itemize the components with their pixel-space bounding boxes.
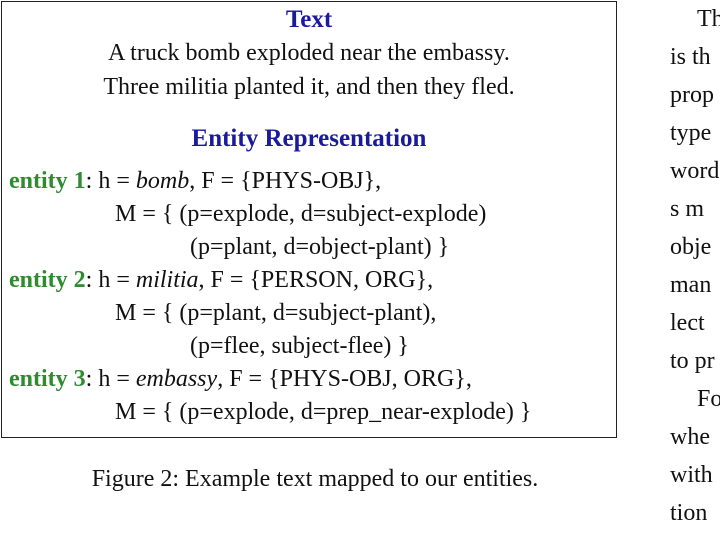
right-column-line: Fo [697,386,720,412]
entity-1-mentions-2: (p=plant, d=object-plant) } [190,234,450,260]
entity-1-label: entity 1 [9,168,86,194]
entity-1-features: , F = {PHYS-OBJ}, [189,168,382,194]
entity-2-mentions-1: M = { (p=plant, d=subject-plant), [115,300,437,326]
right-column-line: lect [670,310,705,336]
right-column-line: to pr [670,348,715,374]
entity-1-mentions-1: M = { (p=explode, d=subject-explode) [115,201,487,227]
right-column-line: tion [670,500,708,526]
text-line-1: A truck bomb exploded near the embassy. [108,40,510,66]
text-heading: Text [285,6,333,33]
entity-heading: Entity Representation [191,125,427,152]
figure-caption: Figure 2: Example text mapped to our ent… [91,466,539,492]
right-column-line: with [670,462,713,488]
figure-box: Text A truck bomb exploded near the emba… [1,1,617,438]
entity-3-label: entity 3 [9,366,86,392]
right-column-line: s m [670,196,705,222]
right-column-line: prop [670,82,714,108]
entity-3-mentions-1: M = { (p=explode, d=prep_near-explode) } [115,399,532,425]
entity-3-features: , F = {PHYS-OBJ, ORG}, [217,366,472,392]
entity-1-h-prefix: : h = [85,168,136,194]
entity-1-line: entity 1: h = bomb, F = {PHYS-OBJ}, [9,168,381,195]
entity-2-head: militia [135,267,199,293]
entity-3-h-prefix: : h = [85,366,136,392]
entity-2-mentions-2: (p=flee, subject-flee) } [190,333,409,359]
right-column-line: man [670,272,712,298]
entity-2-features: , F = {PERSON, ORG}, [198,267,434,293]
right-column-line: is th [670,44,711,70]
right-column-line: obje [670,234,712,260]
right-column-line: Th [697,6,720,32]
entity-3-line: entity 3: h = embassy, F = {PHYS-OBJ, OR… [9,366,472,393]
entity-2-h-prefix: : h = [85,267,136,293]
text-line-2: Three militia planted it, and then they … [103,74,515,100]
entity-3-head: embassy [135,366,218,392]
entity-2-label: entity 2 [9,267,86,293]
entity-1-head: bomb [135,168,190,194]
right-column-line: whe [670,424,710,450]
right-column-line: type [670,120,712,146]
right-column-line: word [670,158,720,184]
entity-2-line: entity 2: h = militia, F = {PERSON, ORG}… [9,267,433,294]
